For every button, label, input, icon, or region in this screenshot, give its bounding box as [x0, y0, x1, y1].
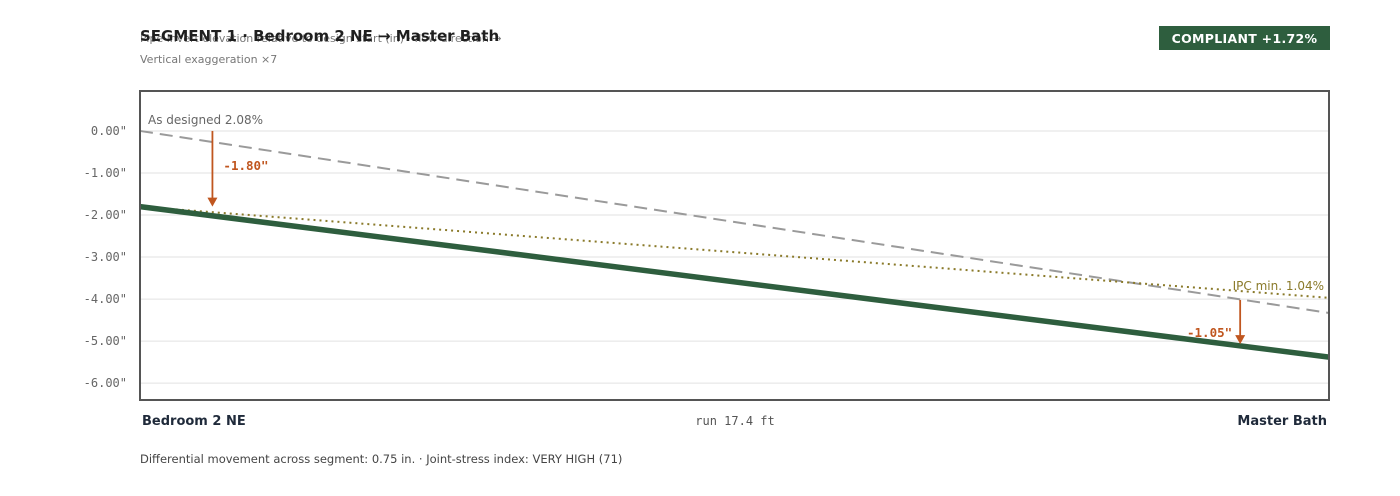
annotations-layer: -1.80" -1.05"	[207, 130, 1246, 345]
vertical-exaggeration-note: Vertical exaggeration ×7	[140, 53, 278, 66]
plot-frame	[139, 90, 1330, 401]
y-axis-ticks: 0.00" -1.00" -2.00" -3.00" -4.00" -5.00" -6.00…	[84, 124, 127, 390]
compliance-badge: COMPLIANT +1.72%	[1159, 26, 1330, 50]
series-line-designed	[139, 129, 1330, 314]
y-tick-label: -4.00"	[84, 292, 127, 306]
y-tick-label: -3.00"	[84, 250, 127, 264]
chart-title: SEGMENT 1 · Bedroom 2 NE → Master Bath	[140, 27, 500, 45]
chart-subtitle: Pipe invert elevation relative to design…	[140, 32, 502, 45]
y-tick-label: -6.00"	[84, 376, 127, 390]
x-run-label: run 17.4 ft	[695, 414, 774, 428]
series-line-actual	[139, 203, 1330, 360]
y-tick-label: -1.00"	[84, 166, 127, 180]
footer-note: Differential movement across segment: 0.…	[140, 452, 623, 466]
annotation-label: -1.80"	[223, 158, 268, 173]
series-line-ipc_min	[139, 205, 1330, 299]
x-end-label: Master Bath	[1237, 414, 1327, 429]
series-layer: As designed 2.08% IPC min. 1.04%	[139, 113, 1330, 360]
series-label-ipc-min: IPC min. 1.04%	[1233, 279, 1324, 293]
series-label-designed: As designed 2.08%	[148, 113, 263, 127]
y-tick-label: -2.00"	[84, 208, 127, 222]
annotation-arrowhead	[1235, 335, 1246, 345]
y-tick-label: 0.00"	[91, 124, 127, 138]
y-tick-label: -5.00"	[84, 334, 127, 348]
gridlines	[140, 130, 1329, 384]
annotation-label: -1.05"	[1187, 325, 1232, 340]
x-start-label: Bedroom 2 NE	[142, 414, 246, 429]
annotation-arrowhead	[207, 197, 218, 207]
